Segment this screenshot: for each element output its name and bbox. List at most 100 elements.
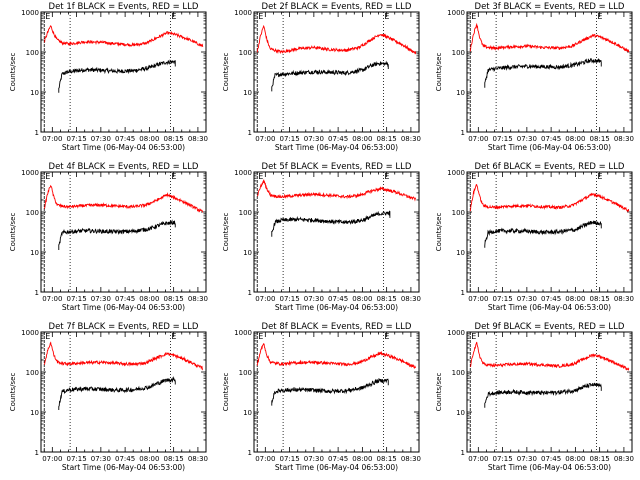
panel-title: Det 7f BLACK = Events, RED = LLD: [49, 322, 199, 332]
panel-2: Det 2f BLACK = Events, RED = LLD 1 10 100 10…: [222, 2, 421, 152]
x-tick-label: 08:00: [352, 135, 372, 143]
x-tick-label: 08:00: [565, 295, 585, 303]
series-events-line: [58, 376, 176, 411]
x-tick-label: 07:30: [91, 135, 111, 143]
y-tick-label: 10: [456, 89, 465, 97]
x-tick-label: 07:45: [541, 295, 561, 303]
series-events-line: [58, 59, 176, 93]
y-tick-label: 10: [30, 89, 39, 97]
panel-title: Det 6f BLACK = Events, RED = LLD: [475, 162, 625, 172]
marker-label-e: E: [384, 12, 389, 21]
x-tick-label: 07:00: [255, 135, 275, 143]
y-tick-label: 1: [461, 289, 465, 297]
panel-9: Det 9f BLACK = Events, RED = LLD 1 10 100 10…: [435, 322, 634, 472]
x-tick-label: 08:00: [139, 455, 159, 463]
x-tick-label: 08:30: [188, 295, 208, 303]
x-tick-label: 07:45: [328, 455, 348, 463]
marker-label-e: E: [471, 12, 476, 21]
y-tick-label: 1000: [21, 9, 39, 17]
marker-label-e: E: [384, 172, 389, 181]
x-tick-label: 07:15: [492, 295, 512, 303]
y-tick-label: 10: [243, 89, 252, 97]
panel-5: Det 5f BLACK = Events, RED = LLD 1 10 100 10…: [222, 162, 421, 312]
x-tick-label: 07:15: [66, 455, 86, 463]
series-lld-line: [469, 22, 630, 53]
y-tick-label: 10: [243, 409, 252, 417]
x-tick-label: 07:00: [255, 295, 275, 303]
x-tick-label: 07:30: [304, 295, 324, 303]
y-tick-label: 1: [35, 129, 39, 137]
plot-frame: [466, 171, 633, 293]
y-tick-label: 1000: [234, 329, 252, 337]
x-axis-label: Start Time (06-May-04 06:53:00): [62, 463, 185, 472]
x-axis-label: Start Time (06-May-04 06:53:00): [62, 143, 185, 152]
panel-title: Det 5f BLACK = Events, RED = LLD: [262, 162, 412, 172]
y-axis-label: Counts/sec: [222, 213, 230, 252]
x-tick-label: 08:00: [139, 295, 159, 303]
x-tick-label: 07:45: [115, 455, 135, 463]
x-tick-label: 07:00: [468, 455, 488, 463]
x-tick-label: 07:15: [66, 295, 86, 303]
x-tick-label: 08:15: [377, 455, 397, 463]
y-axis-label: Counts/sec: [222, 53, 230, 92]
plot-frame: [40, 331, 207, 453]
panel-title: Det 1f BLACK = Events, RED = LLD: [49, 2, 199, 12]
plot-frame: [466, 331, 633, 453]
x-tick-label: 08:00: [352, 295, 372, 303]
x-tick-label: 07:30: [517, 455, 537, 463]
x-tick-label: 07:15: [279, 455, 299, 463]
panel-title: Det 4f BLACK = Events, RED = LLD: [49, 162, 199, 172]
x-tick-label: 07:00: [42, 135, 62, 143]
plot-frame: [40, 171, 207, 293]
x-tick-label: 07:30: [91, 455, 111, 463]
panel-8: Det 8f BLACK = Events, RED = LLD 1 10 100 10…: [222, 322, 421, 472]
x-tick-label: 07:00: [42, 295, 62, 303]
x-tick-label: 07:45: [328, 135, 348, 143]
x-tick-label: 07:45: [541, 455, 561, 463]
marker-label-e: E: [171, 172, 176, 181]
x-tick-label: 08:30: [614, 295, 634, 303]
series-lld-line: [43, 341, 204, 371]
y-axis-label: Counts/sec: [435, 373, 443, 412]
series-lld-line: [256, 179, 417, 202]
panel-6: Det 6f BLACK = Events, RED = LLD 1 10 100 10…: [435, 162, 634, 312]
x-tick-label: 08:30: [614, 135, 634, 143]
y-tick-label: 100: [239, 369, 252, 377]
y-tick-label: 100: [239, 49, 252, 57]
plot-frame: [253, 11, 420, 133]
y-axis-label: Counts/sec: [435, 213, 443, 252]
x-tick-label: 08:30: [401, 455, 421, 463]
y-tick-label: 1000: [21, 169, 39, 177]
x-tick-label: 07:45: [115, 135, 135, 143]
series-lld-line: [256, 24, 417, 55]
x-tick-label: 08:15: [590, 135, 610, 143]
marker-label-e: E: [171, 332, 176, 341]
marker-label-e: E: [45, 172, 50, 181]
x-tick-label: 07:30: [517, 135, 537, 143]
series-events-line: [271, 378, 389, 406]
series-lld-line: [256, 342, 417, 369]
y-tick-label: 1: [461, 129, 465, 137]
marker-label-e: E: [471, 332, 476, 341]
x-tick-label: 07:30: [304, 135, 324, 143]
y-tick-label: 1: [461, 449, 465, 457]
x-tick-label: 08:00: [565, 135, 585, 143]
x-tick-label: 07:45: [115, 295, 135, 303]
x-tick-label: 08:15: [377, 135, 397, 143]
y-tick-label: 1000: [21, 329, 39, 337]
panel-3: Det 3f BLACK = Events, RED = LLD 1 10 100 10…: [435, 2, 634, 152]
marker-label-e: E: [258, 172, 263, 181]
marker-label-e: E: [45, 332, 50, 341]
x-tick-label: 08:15: [164, 135, 184, 143]
x-tick-label: 08:30: [188, 135, 208, 143]
y-tick-label: 1000: [234, 9, 252, 17]
y-axis-label: Counts/sec: [9, 53, 17, 92]
y-tick-label: 10: [243, 249, 252, 257]
x-tick-label: 08:30: [401, 295, 421, 303]
panel-title: Det 2f BLACK = Events, RED = LLD: [262, 2, 412, 12]
marker-label-e: E: [258, 332, 263, 341]
y-tick-label: 10: [456, 409, 465, 417]
y-tick-label: 10: [456, 249, 465, 257]
x-tick-label: 07:15: [492, 455, 512, 463]
